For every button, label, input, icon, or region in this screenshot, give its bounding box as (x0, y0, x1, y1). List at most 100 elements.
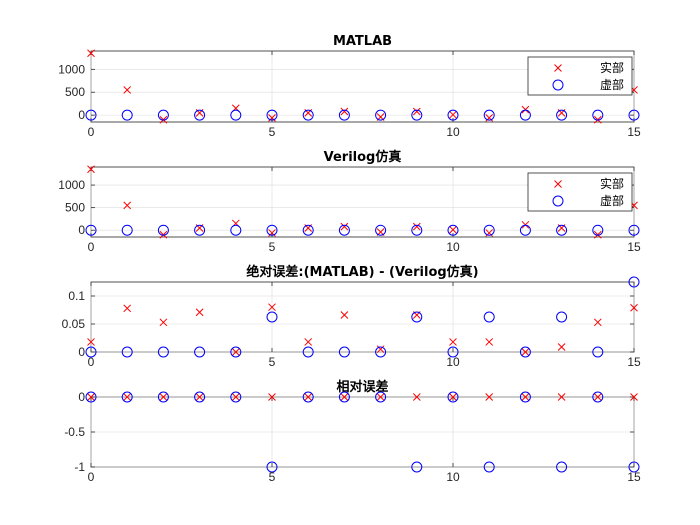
imag-point-marker (121, 109, 133, 121)
imag-point-marker (302, 391, 314, 403)
imag-point-marker (411, 109, 423, 121)
imag-point-marker (592, 224, 604, 236)
real-point-marker (485, 229, 494, 237)
real-point-marker (485, 338, 494, 346)
real-point-marker (593, 318, 602, 327)
imag-point-marker (411, 461, 423, 473)
x-tick-label: 0 (88, 470, 95, 484)
x-tick-label: 5 (269, 355, 276, 369)
imag-point-marker (447, 109, 459, 121)
subplot-title: 相对误差 (336, 379, 388, 395)
y-tick-label: 500 (65, 85, 85, 99)
imag-point-marker (85, 391, 97, 403)
real-point-marker (123, 201, 132, 210)
x-tick-label: 15 (627, 125, 641, 139)
real-point-marker (376, 393, 385, 401)
imag-point-marker (375, 224, 387, 236)
imag-point-marker (375, 391, 387, 403)
x-tick-label: 5 (269, 125, 276, 139)
axes-box (90, 281, 635, 353)
imag-point-marker (157, 224, 169, 236)
x-tick-label: 0 (88, 125, 95, 139)
y-tick-label: 500 (65, 201, 85, 215)
subplot-title: 绝对误差:(MATLAB) - (Verilog仿真) (246, 264, 478, 280)
imag-point-marker (338, 109, 350, 121)
imag-point-marker (266, 461, 278, 473)
imag-point-marker (447, 346, 459, 358)
imag-point-marker (375, 346, 387, 358)
imag-point-marker (194, 224, 206, 236)
legend-imag-marker (552, 79, 564, 91)
real-point-marker (412, 222, 421, 231)
imag-point-marker (592, 391, 604, 403)
real-point-marker (304, 393, 313, 401)
imag-point-marker (592, 109, 604, 121)
imag-point-marker (338, 346, 350, 358)
imag-point-marker (519, 391, 531, 403)
real-point-marker (195, 393, 204, 401)
real-point-marker (340, 107, 349, 116)
real-point-marker (123, 86, 132, 94)
real-point-marker (268, 114, 276, 122)
y-tick-label: 0 (78, 345, 85, 359)
subplot-3: 0 5 10 15 0 0.05 0.1 绝对误差:(MATLAB) - (Verilog仿真… (62, 264, 641, 369)
imag-point-marker (628, 276, 640, 288)
real-point-marker (593, 393, 602, 401)
imag-point-marker (447, 224, 459, 236)
x-tick-label: 10 (446, 470, 460, 484)
y-tick-label: 0 (78, 390, 85, 404)
legend-label-imag: 虚部 (600, 77, 624, 92)
imag-point-marker (628, 461, 640, 473)
subplot-title: Verilog仿真 (324, 149, 402, 165)
x-tick-label: 0 (88, 240, 95, 254)
legend-imag-marker (552, 195, 564, 207)
real-point-marker (87, 338, 95, 346)
imag-point-marker (556, 311, 568, 323)
imag-point-marker (266, 224, 278, 236)
real-point-marker (123, 393, 132, 401)
imag-point-marker (194, 391, 206, 403)
y-tick-label: 0 (78, 223, 85, 237)
imag-point-marker (157, 346, 169, 358)
y-tick-label: 0.1 (68, 289, 85, 303)
real-point-marker (449, 225, 457, 234)
real-point-marker (87, 49, 95, 58)
x-tick-label: 15 (627, 355, 641, 369)
y-tick-label: 1000 (58, 178, 85, 192)
real-point-marker (521, 393, 530, 401)
imag-point-marker (302, 109, 314, 121)
imag-point-marker (411, 224, 423, 236)
imag-point-marker (519, 346, 531, 358)
y-tick-label: 0.05 (62, 317, 86, 331)
imag-point-marker (230, 391, 242, 403)
real-point-marker (159, 318, 168, 327)
legend-real-marker (554, 180, 562, 188)
legend-box (527, 56, 633, 96)
imag-point-marker (157, 109, 169, 121)
y-tick-label: -1 (74, 460, 85, 474)
imag-point-marker (266, 109, 278, 121)
x-tick-label: 10 (446, 355, 460, 369)
real-point-marker (195, 308, 204, 317)
subplot-4: 0 5 10 15 -1 -0.5 0 相对误差 (64, 379, 641, 484)
imag-point-marker (556, 461, 568, 473)
real-point-marker (304, 338, 313, 346)
real-point-marker (449, 338, 457, 346)
imag-point-marker (121, 346, 133, 358)
real-point-marker (87, 165, 95, 174)
x-tick-label: 10 (446, 240, 460, 254)
x-tick-label: 5 (269, 470, 276, 484)
imag-point-marker (338, 391, 350, 403)
imag-point-marker (230, 224, 242, 236)
imag-point-marker (556, 224, 568, 236)
imag-point-marker (592, 346, 604, 358)
legend-label-real: 实部 (600, 60, 624, 75)
imag-point-marker (121, 224, 133, 236)
imag-point-marker (121, 391, 133, 403)
real-point-marker (340, 311, 349, 319)
real-point-marker (521, 348, 530, 356)
real-point-marker (449, 110, 457, 119)
imag-point-marker (519, 224, 531, 236)
